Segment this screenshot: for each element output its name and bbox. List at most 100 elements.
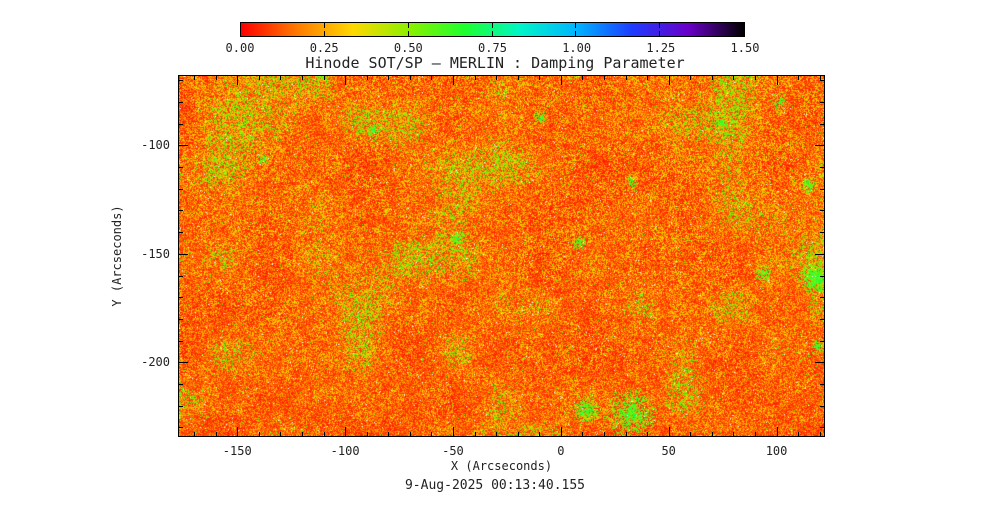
axis-tick xyxy=(179,383,183,385)
axis-tick xyxy=(474,76,476,80)
y-tick-label: -100 xyxy=(141,138,170,153)
colorbar-tick-label: 0.75 xyxy=(478,41,507,55)
axis-tick xyxy=(820,232,824,234)
axis-tick xyxy=(345,427,347,436)
colorbar-tick xyxy=(323,31,325,36)
colorbar-tick-label: 0.50 xyxy=(393,41,423,55)
axis-tick xyxy=(179,253,188,255)
axis-tick xyxy=(690,76,692,80)
colorbar-tick xyxy=(491,31,493,36)
axis-tick xyxy=(179,167,183,169)
heatmap-canvas xyxy=(179,76,824,436)
axis-tick xyxy=(603,432,605,436)
axis-tick xyxy=(815,145,824,147)
axis-tick xyxy=(776,76,778,85)
axis-tick xyxy=(179,102,183,104)
axis-tick xyxy=(409,432,411,436)
axis-tick xyxy=(237,427,239,436)
axis-tick xyxy=(798,432,800,436)
axis-tick xyxy=(820,340,824,342)
axis-tick xyxy=(820,80,824,82)
axis-tick xyxy=(323,76,325,80)
x-tick-label: -150 xyxy=(222,444,252,458)
colorbar-tick xyxy=(407,31,409,36)
axis-tick xyxy=(179,188,183,190)
axis-tick xyxy=(179,80,183,82)
axis-tick xyxy=(179,427,183,429)
timestamp-caption: 9-Aug-2025 00:13:40.155 xyxy=(404,478,585,493)
axis-tick xyxy=(301,76,303,80)
axis-tick xyxy=(647,76,649,80)
colorbar-tick xyxy=(323,23,325,28)
axis-tick xyxy=(179,340,183,342)
axis-tick xyxy=(539,76,541,80)
x-tick-label: 50 xyxy=(661,444,676,458)
chart-title: Hinode SOT/SP — MERLIN : Damping Paramet… xyxy=(305,54,685,72)
axis-tick xyxy=(754,432,756,436)
axis-tick xyxy=(215,76,217,80)
axis-tick xyxy=(496,432,498,436)
axis-tick xyxy=(815,253,824,255)
axis-tick xyxy=(820,167,824,169)
axis-tick xyxy=(366,76,368,80)
axis-tick xyxy=(323,432,325,436)
colorbar-gradient xyxy=(241,23,744,36)
axis-tick xyxy=(582,432,584,436)
axis-tick xyxy=(179,405,183,407)
axis-tick xyxy=(194,432,196,436)
axis-tick xyxy=(431,432,433,436)
axis-tick xyxy=(820,383,824,385)
axis-tick xyxy=(431,76,433,80)
axis-tick xyxy=(301,432,303,436)
axis-tick xyxy=(179,210,183,212)
axis-tick xyxy=(366,432,368,436)
axis-tick xyxy=(733,76,735,80)
axis-tick xyxy=(452,427,454,436)
colorbar-tick xyxy=(659,31,661,36)
colorbar-tick xyxy=(659,23,661,28)
axis-tick xyxy=(815,362,824,364)
axis-tick xyxy=(560,427,562,436)
axis-tick xyxy=(819,76,821,80)
axis-tick xyxy=(539,432,541,436)
axis-tick xyxy=(668,76,670,85)
colorbar-tick xyxy=(407,23,409,28)
axis-tick xyxy=(388,76,390,80)
axis-tick xyxy=(733,432,735,436)
axis-tick xyxy=(179,145,188,147)
axis-tick xyxy=(496,76,498,80)
axis-tick xyxy=(820,188,824,190)
axis-tick xyxy=(819,432,821,436)
axis-tick xyxy=(258,76,260,80)
colorbar-tick-label: 1.00 xyxy=(562,41,592,55)
y-tick-label: -200 xyxy=(141,355,170,370)
axis-tick xyxy=(194,76,196,80)
axis-tick xyxy=(625,432,627,436)
plot-area xyxy=(178,75,825,437)
axis-tick xyxy=(690,432,692,436)
axis-tick xyxy=(474,432,476,436)
colorbar-tick-label: 0.00 xyxy=(225,41,255,55)
axis-tick xyxy=(517,76,519,80)
x-tick-label: -100 xyxy=(330,444,360,458)
axis-tick xyxy=(517,432,519,436)
axis-tick xyxy=(280,432,282,436)
axis-tick xyxy=(820,102,824,104)
colorbar-tick xyxy=(491,23,493,28)
axis-tick xyxy=(258,432,260,436)
colorbar-tick-label: 1.25 xyxy=(646,41,676,55)
axis-tick xyxy=(820,210,824,212)
x-tick-label: 100 xyxy=(765,444,788,458)
axis-tick xyxy=(345,76,347,85)
axis-tick xyxy=(409,76,411,80)
colorbar-tick xyxy=(575,31,577,36)
x-axis-label: X (Arcseconds) xyxy=(450,459,553,473)
axis-tick xyxy=(237,76,239,85)
axis-tick xyxy=(820,123,824,125)
axis-tick xyxy=(711,76,713,80)
axis-tick xyxy=(179,123,183,125)
axis-tick xyxy=(711,432,713,436)
colorbar-tick-label: 0.25 xyxy=(309,41,339,55)
axis-tick xyxy=(820,405,824,407)
